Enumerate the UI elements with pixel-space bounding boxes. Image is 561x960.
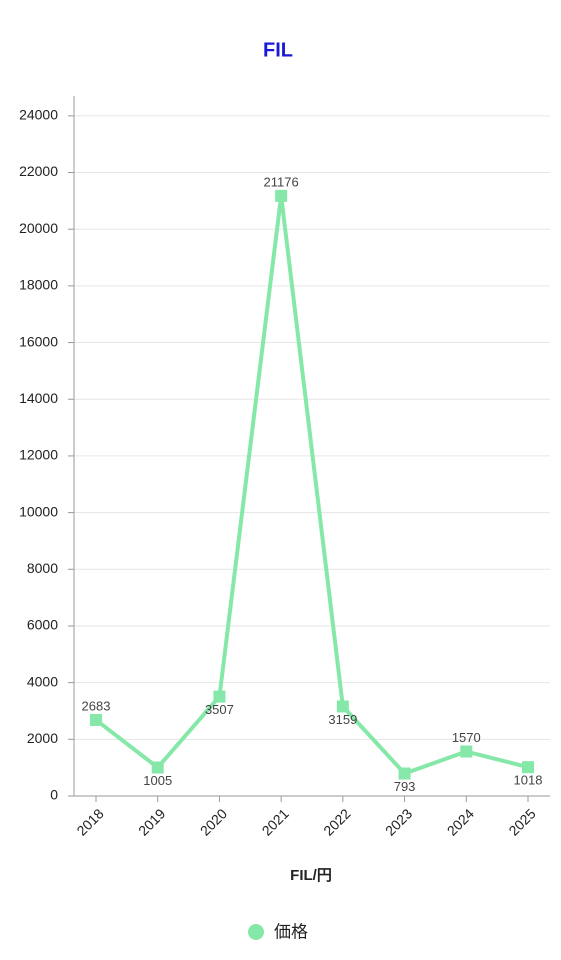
y-tick-label: 2000 bbox=[27, 730, 58, 746]
x-tick-label: 2023 bbox=[382, 805, 415, 838]
point-marker bbox=[275, 189, 288, 202]
y-tick-label: 12000 bbox=[19, 447, 58, 463]
y-tick-label: 14000 bbox=[19, 390, 58, 406]
point-marker bbox=[151, 761, 164, 774]
x-tick-label: 2022 bbox=[320, 805, 353, 838]
y-tick-label: 20000 bbox=[19, 220, 58, 236]
y-tick-label: 0 bbox=[50, 787, 58, 803]
y-tick-label: 10000 bbox=[19, 503, 58, 519]
y-tick-label: 4000 bbox=[27, 673, 58, 689]
y-tick-label: 24000 bbox=[19, 107, 58, 123]
point-marker bbox=[90, 713, 102, 726]
data-label: 1570 bbox=[452, 730, 481, 745]
y-tick-label: 6000 bbox=[27, 617, 58, 633]
data-label: 3159 bbox=[328, 712, 357, 727]
data-label: 21176 bbox=[264, 174, 299, 189]
data-label: 2683 bbox=[82, 698, 111, 713]
x-tick-label: 2019 bbox=[135, 805, 168, 838]
data-label: 1005 bbox=[143, 773, 172, 788]
point-marker bbox=[398, 767, 411, 780]
x-tick-label: 2020 bbox=[197, 805, 230, 838]
point-marker bbox=[460, 745, 473, 758]
y-tick-label: 18000 bbox=[19, 277, 58, 293]
x-axis-title: FIL/円 bbox=[290, 867, 332, 884]
y-tick-label: 16000 bbox=[19, 333, 58, 349]
legend-marker bbox=[248, 924, 264, 940]
data-label: 3507 bbox=[205, 702, 234, 717]
point-marker bbox=[522, 761, 534, 774]
chart-title: FIL bbox=[263, 39, 293, 61]
point-marker bbox=[336, 700, 349, 713]
x-tick-label: 2024 bbox=[444, 805, 477, 838]
y-tick-label: 22000 bbox=[19, 163, 58, 179]
data-label: 1018 bbox=[514, 773, 543, 788]
y-tick-label: 8000 bbox=[27, 560, 58, 576]
data-label: 793 bbox=[394, 779, 416, 794]
x-tick-label: 2018 bbox=[73, 805, 106, 838]
point-marker bbox=[213, 690, 226, 703]
legend-label: 価格 bbox=[274, 922, 308, 941]
line bbox=[94, 193, 529, 776]
x-tick-label: 2021 bbox=[259, 805, 292, 838]
x-tick-label: 2025 bbox=[505, 805, 538, 838]
